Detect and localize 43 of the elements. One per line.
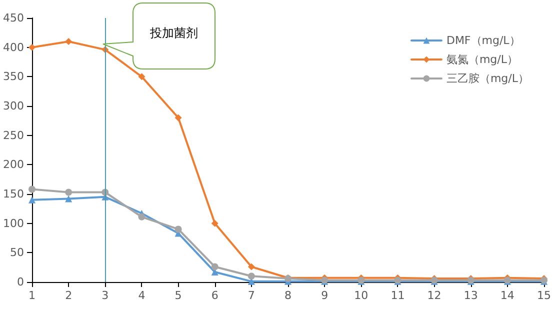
point: [28, 44, 36, 51]
x-tick-label: 14: [500, 289, 514, 302]
y-tick-label: 200: [3, 158, 24, 172]
x-tick-label: 5: [174, 289, 182, 302]
point: [138, 73, 146, 80]
x-tick-label: 2: [65, 289, 72, 302]
y-tick-label: 100: [3, 216, 24, 230]
x-tick-label: 7: [248, 289, 255, 302]
point: [248, 272, 255, 280]
x-tick-label: 3: [102, 289, 109, 302]
y-tick-label: 50: [10, 246, 24, 260]
y-tick-label: 450: [3, 12, 24, 24]
x-tick-label: 10: [354, 289, 368, 302]
legend-label: 三乙胺（mg/L）: [446, 72, 530, 85]
x-tick-label: 15: [537, 289, 551, 302]
point: [174, 114, 182, 122]
y-tick-label: 300: [3, 100, 24, 112]
x-tick-label: 11: [390, 289, 405, 302]
annotation: 投加菌剂: [149, 25, 199, 42]
y-tick-label: 400: [3, 40, 24, 54]
point: [65, 188, 72, 196]
x-tick-label: 13: [464, 289, 478, 302]
point: [65, 195, 72, 202]
y-tick-label: 350: [3, 70, 24, 84]
point: [65, 38, 72, 45]
x-tick-label: 4: [138, 289, 146, 302]
legend-label: DMF（mg/L）: [446, 34, 520, 47]
point: [138, 213, 146, 220]
point: [28, 186, 36, 193]
point: [211, 220, 218, 227]
y-tick-label: 150: [3, 188, 24, 200]
x-tick-label: 12: [427, 289, 442, 302]
point: [28, 196, 36, 204]
x-tick-label: 9: [321, 289, 328, 302]
point: [211, 263, 218, 270]
y-tick-label: 0: [17, 276, 24, 288]
x-tick-label: 6: [211, 289, 218, 302]
x-tick-label: 1: [28, 289, 36, 302]
legend-label: 氨氮（mg/L）: [446, 53, 518, 66]
point: [174, 226, 182, 233]
point: [248, 263, 255, 270]
y-tick-label: 250: [3, 128, 24, 142]
x-tick-label: 8: [284, 289, 292, 302]
